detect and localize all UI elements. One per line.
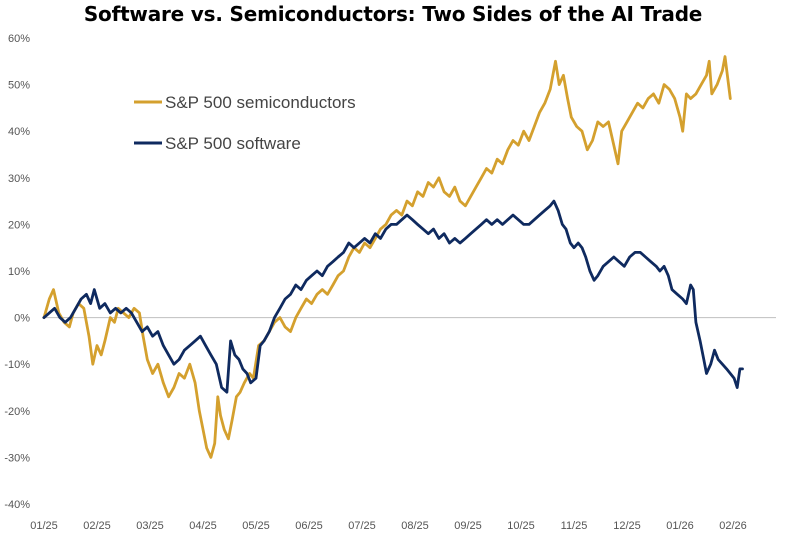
x-tick-label: 09/25: [454, 520, 482, 532]
x-tick-label: 07/25: [348, 520, 376, 532]
series-layer: [42, 55, 744, 459]
chart-title: Software vs. Semiconductors: Two Sides o…: [83, 2, 703, 26]
y-tick-label: 10%: [8, 266, 30, 278]
legend-label: S&P 500 semiconductors: [165, 93, 356, 112]
x-tick-label: 01/25: [30, 520, 58, 532]
y-tick-label: 30%: [8, 173, 30, 185]
x-axis-ticks: 01/25 02/25 03/25 04/25 05/25 06/25 07/25 08/25…: [30, 520, 747, 532]
y-tick-label: -30%: [4, 452, 30, 464]
y-axis-ticks: 60% 50% 40% 30% 20% 10% 0% -10% -20% -30% -40%: [4, 33, 30, 511]
legend: S&P 500 semiconductors S&P 500 software: [134, 93, 356, 153]
y-tick-label: 60%: [8, 33, 30, 45]
x-tick-label: 06/25: [295, 520, 323, 532]
y-tick-label: 0%: [14, 313, 30, 325]
x-tick-label: 08/25: [401, 520, 429, 532]
x-tick-label: 10/25: [507, 520, 535, 532]
y-tick-label: -10%: [4, 359, 30, 371]
y-tick-label: 40%: [8, 126, 30, 138]
y-tick-label: 20%: [8, 219, 30, 231]
x-tick-label: 01/26: [666, 520, 694, 532]
y-tick-label: -20%: [4, 406, 30, 418]
x-tick-label: 12/25: [613, 520, 641, 532]
y-tick-label: 50%: [8, 80, 30, 92]
series-line-software: [42, 199, 744, 394]
y-tick-label: -40%: [4, 499, 30, 511]
x-tick-label: 11/25: [561, 520, 588, 532]
series-line-semiconductors: [42, 55, 732, 459]
x-tick-label: 04/25: [189, 520, 217, 532]
x-tick-label: 02/25: [83, 520, 111, 532]
x-tick-label: 02/26: [719, 520, 747, 532]
x-tick-label: 05/25: [242, 520, 270, 532]
x-tick-label: 03/25: [136, 520, 164, 532]
legend-label: S&P 500 software: [165, 134, 301, 153]
